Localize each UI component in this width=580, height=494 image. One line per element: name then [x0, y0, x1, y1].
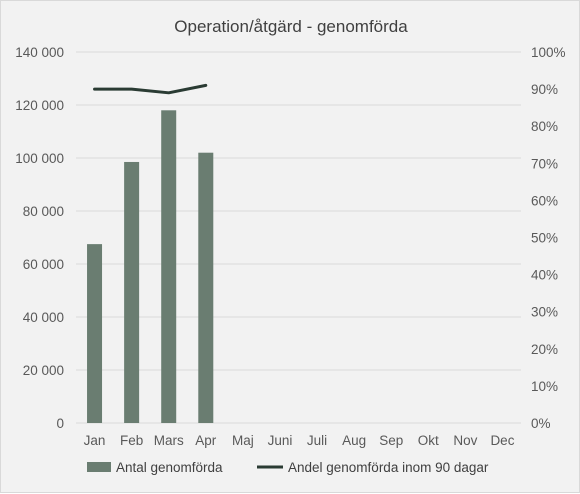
left-tick-label: 20 000	[23, 363, 64, 378]
x-tick-label: Juli	[307, 433, 327, 448]
x-tick-label: Aug	[342, 433, 366, 448]
left-tick-label: 120 000	[15, 98, 64, 113]
right-tick-label: 60%	[531, 193, 558, 208]
right-tick-label: 70%	[531, 156, 558, 171]
right-tick-label: 100%	[531, 45, 566, 60]
line-path	[95, 85, 206, 92]
x-tick-label: Okt	[418, 433, 439, 448]
right-tick-label: 80%	[531, 119, 558, 134]
x-tick-label: Juni	[268, 433, 293, 448]
x-tick-label: Apr	[195, 433, 217, 448]
right-axis-ticks: 0% 10% 20% 30% 40% 50% 60% 70% 80% 90% 100%	[531, 45, 566, 431]
left-tick-label: 140 000	[15, 45, 64, 60]
right-tick-label: 10%	[531, 379, 558, 394]
left-axis-ticks: 0 20 000 40 000 60 000 80 000 100 000 120 000 1…	[15, 45, 64, 431]
x-tick-label: Mars	[154, 433, 184, 448]
x-tick-label: Feb	[120, 433, 143, 448]
x-tick-label: Sep	[379, 433, 403, 448]
left-tick-label: 60 000	[23, 257, 64, 272]
left-tick-label: 40 000	[23, 310, 64, 325]
x-tick-label: Jan	[84, 433, 106, 448]
bar-series	[87, 110, 213, 423]
x-tick-label: Maj	[232, 433, 254, 448]
right-tick-label: 50%	[531, 231, 558, 246]
left-tick-label: 100 000	[15, 151, 64, 166]
x-tick-label: Nov	[453, 433, 477, 448]
chart-title: Operation/åtgärd - genomförda	[174, 17, 408, 36]
line-series	[94, 85, 205, 93]
bar	[198, 153, 213, 423]
left-tick-label: 80 000	[23, 204, 64, 219]
legend-label-line: Andel genomförda inom 90 dagar	[288, 460, 489, 475]
legend: Antal genomförda Andel genomförda inom 9…	[87, 460, 489, 475]
right-tick-label: 30%	[531, 305, 558, 320]
x-axis-ticks: Jan Feb Mars Apr Maj Juni Juli Aug Sep Okt Nov Dec	[84, 433, 515, 448]
x-tick-label: Dec	[490, 433, 514, 448]
right-tick-label: 90%	[531, 82, 558, 97]
legend-swatch-bar	[87, 462, 111, 472]
bar	[87, 244, 102, 423]
bar	[161, 110, 176, 423]
right-tick-label: 40%	[531, 268, 558, 283]
gridlines	[76, 52, 521, 423]
right-tick-label: 0%	[531, 416, 551, 431]
left-tick-label: 0	[56, 416, 64, 431]
right-tick-label: 20%	[531, 342, 558, 357]
legend-label-bar: Antal genomförda	[116, 460, 223, 475]
bar	[124, 162, 139, 423]
